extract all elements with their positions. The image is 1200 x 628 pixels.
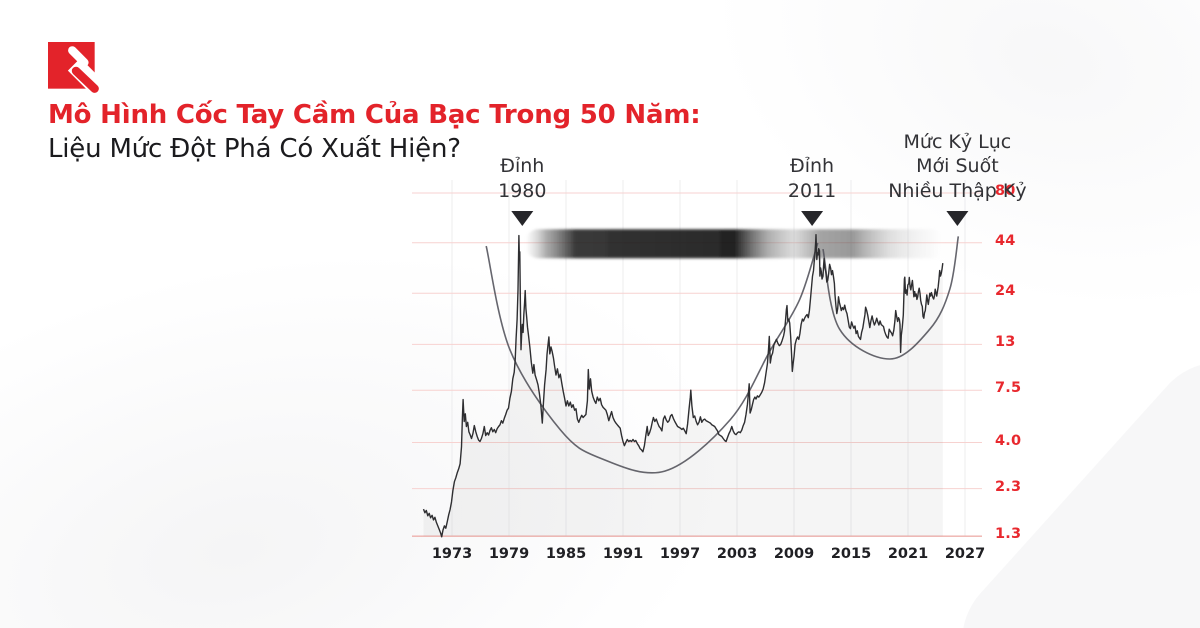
y-axis-label: 13 bbox=[995, 334, 1016, 350]
cup-curve bbox=[485, 242, 819, 474]
headline-line2: Liệu Mức Đột Phá Có Xuất Hiện? bbox=[48, 134, 461, 165]
annotation-line: Đỉnh bbox=[790, 155, 835, 178]
x-axis-label: 1991 bbox=[602, 546, 644, 562]
annotation-line: 1980 bbox=[498, 179, 547, 202]
y-axis-label: 24 bbox=[995, 283, 1016, 299]
annotation-line: Mức Kỷ Lục bbox=[903, 131, 1012, 154]
annotation-peak-1980: Đỉnh 1980 bbox=[412, 154, 632, 203]
price-area-fill bbox=[423, 234, 943, 537]
annotation-line: Nhiều Thập Kỷ bbox=[888, 179, 1027, 202]
x-axis-label: 2015 bbox=[830, 546, 872, 562]
y-axis-label: 2.3 bbox=[995, 479, 1022, 495]
annotation-line: Đỉnh bbox=[500, 155, 545, 178]
peak-marker-triangle bbox=[511, 211, 534, 226]
headline-line1: Mô Hình Cốc Tay Cầm Của Bạc Trong 50 Năm… bbox=[48, 100, 701, 130]
annotation-line: Mới Suốt bbox=[916, 155, 999, 178]
y-axis-label: 80 bbox=[995, 183, 1016, 199]
y-axis-label: 44 bbox=[995, 233, 1016, 249]
resistance-zone-bar bbox=[525, 229, 946, 259]
x-axis-label: 1985 bbox=[545, 546, 587, 562]
price-line bbox=[422, 233, 944, 538]
x-axis-label: 1997 bbox=[659, 546, 701, 562]
x-axis-label: 1979 bbox=[488, 546, 530, 562]
page-title: Mô Hình Cốc Tay Cầm Của Bạc Trong 50 Năm… bbox=[48, 98, 701, 167]
handle-curve bbox=[822, 236, 960, 360]
x-axis-label: 2021 bbox=[887, 546, 929, 562]
brand-logo-icon bbox=[48, 42, 109, 99]
annotation-line: 2011 bbox=[787, 179, 837, 202]
y-axis-label: 4.0 bbox=[995, 433, 1022, 449]
x-axis-label: 2003 bbox=[716, 546, 758, 562]
brand-logo bbox=[48, 42, 109, 99]
x-axis-label: 1973 bbox=[431, 546, 473, 562]
peak-marker-triangle bbox=[946, 211, 969, 226]
x-axis-label: 2009 bbox=[773, 546, 815, 562]
peak-marker-triangle bbox=[801, 211, 824, 226]
annotation-peak-2011: Đỉnh 2011 bbox=[702, 154, 922, 203]
y-axis-label: 7.5 bbox=[995, 380, 1022, 396]
y-axis-label: 1.3 bbox=[995, 526, 1022, 542]
annotation-new-record: Mức Kỷ Lục Mới Suốt Nhiều Thập Kỷ bbox=[847, 130, 1067, 203]
x-axis-label: 2027 bbox=[944, 546, 986, 562]
